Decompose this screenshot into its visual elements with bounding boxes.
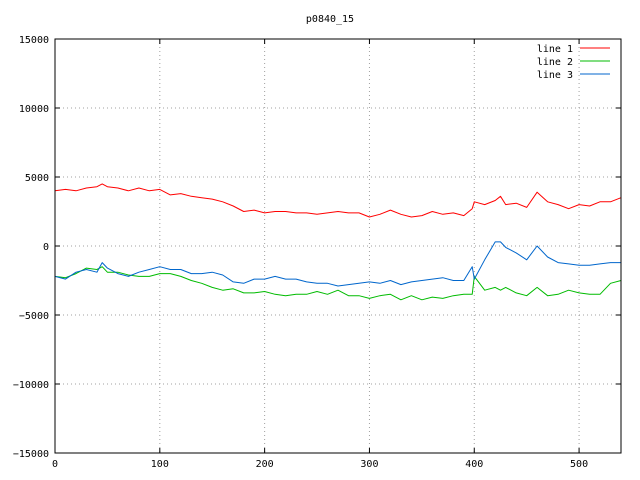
legend-label-1: line 1 bbox=[537, 44, 573, 55]
y-tick-label: −15000 bbox=[13, 449, 49, 460]
series-line-1 bbox=[54, 183, 622, 218]
grid-lines bbox=[55, 39, 621, 453]
y-tick-label: 15000 bbox=[19, 35, 49, 46]
legend-label-3: line 3 bbox=[537, 70, 573, 81]
x-tick-label: 400 bbox=[465, 459, 483, 470]
legend-label-2: line 2 bbox=[537, 57, 573, 68]
x-tick-label: 0 bbox=[52, 459, 58, 470]
axis-ticks: 0 100 200 300 400 500 −15000 −10000 −5000 0 5000 10… bbox=[13, 35, 621, 470]
y-tick-label: −5000 bbox=[19, 311, 49, 322]
y-tick-label: −10000 bbox=[13, 380, 49, 391]
series-group bbox=[54, 183, 622, 301]
series-line-3 bbox=[54, 241, 621, 287]
x-tick-label: 100 bbox=[151, 459, 169, 470]
chart-title: p0840_15 bbox=[306, 14, 354, 25]
series-line-2 bbox=[54, 266, 622, 301]
x-tick-label: 500 bbox=[570, 459, 588, 470]
y-tick-label: 0 bbox=[43, 242, 49, 253]
y-tick-label: 10000 bbox=[19, 104, 49, 115]
y-tick-label: 5000 bbox=[25, 173, 49, 184]
x-tick-label: 300 bbox=[360, 459, 378, 470]
legend: line 1 line 2 line 3 bbox=[537, 44, 610, 81]
x-tick-label: 200 bbox=[256, 459, 274, 470]
